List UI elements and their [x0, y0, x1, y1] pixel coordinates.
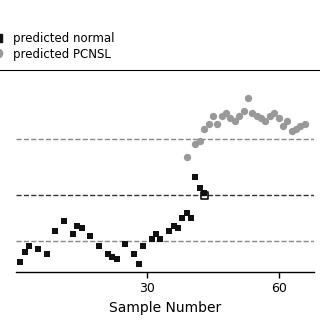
- Point: [215, 121, 220, 126]
- Point: [105, 252, 110, 257]
- Point: [232, 118, 237, 124]
- Point: [272, 111, 277, 116]
- Point: [267, 113, 272, 118]
- Point: [241, 108, 246, 113]
- Point: [223, 111, 228, 116]
- Point: [259, 116, 264, 121]
- Point: [123, 241, 128, 246]
- Point: [250, 111, 255, 116]
- Point: [18, 259, 23, 264]
- Point: [140, 244, 146, 249]
- Point: [202, 193, 207, 198]
- Point: [180, 216, 185, 221]
- Point: [184, 211, 189, 216]
- Point: [44, 252, 49, 257]
- Point: [298, 124, 303, 129]
- Point: [132, 252, 137, 257]
- Point: [158, 236, 163, 241]
- Point: [188, 216, 194, 221]
- Point: [254, 113, 259, 118]
- Point: [154, 231, 159, 236]
- Point: [61, 218, 67, 223]
- Point: [53, 228, 58, 234]
- X-axis label: Sample Number: Sample Number: [109, 301, 221, 315]
- Point: [75, 223, 80, 228]
- Point: [228, 116, 233, 121]
- Point: [27, 244, 32, 249]
- Point: [184, 154, 189, 159]
- Point: [197, 139, 202, 144]
- Point: [114, 257, 119, 262]
- Point: [70, 231, 76, 236]
- Point: [167, 228, 172, 234]
- Point: [206, 121, 211, 126]
- Point: [79, 226, 84, 231]
- Point: [175, 226, 180, 231]
- Point: [280, 124, 285, 129]
- Point: [276, 116, 281, 121]
- Point: [35, 246, 40, 252]
- Point: [97, 244, 102, 249]
- Point: [110, 254, 115, 259]
- Point: [293, 126, 299, 131]
- Point: [88, 234, 93, 239]
- Point: [193, 175, 198, 180]
- Legend: predicted normal, predicted PCNSL: predicted normal, predicted PCNSL: [0, 32, 115, 60]
- Point: [171, 223, 176, 228]
- Point: [136, 262, 141, 267]
- Point: [22, 249, 27, 254]
- Point: [263, 118, 268, 124]
- Point: [210, 113, 215, 118]
- Point: [149, 236, 154, 241]
- Point: [285, 118, 290, 124]
- Point: [219, 113, 224, 118]
- Point: [237, 113, 242, 118]
- Point: [202, 126, 207, 131]
- Point: [245, 95, 251, 100]
- Point: [197, 185, 202, 190]
- Point: [202, 190, 207, 195]
- Point: [289, 129, 294, 134]
- Point: [302, 121, 308, 126]
- Point: [193, 141, 198, 147]
